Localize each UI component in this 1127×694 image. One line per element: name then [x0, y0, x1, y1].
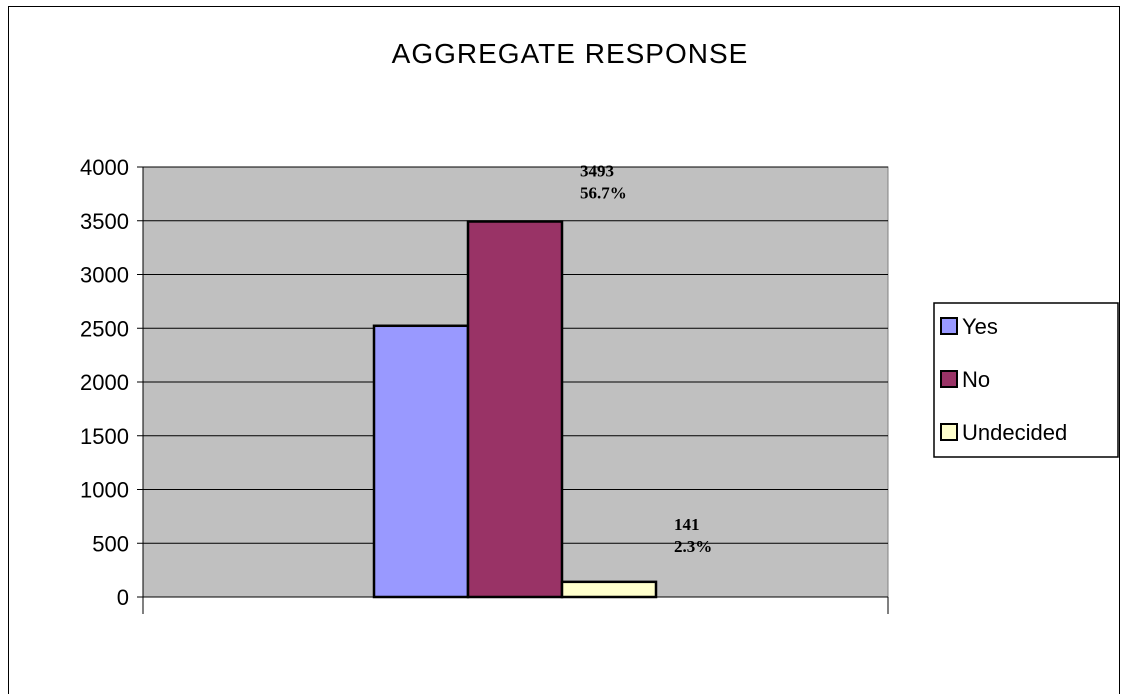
- data-label-percent: 56.7%: [580, 184, 627, 203]
- y-tick-label: 4000: [80, 155, 129, 180]
- plot-area: 05001000150020002500300035004000252341%3…: [80, 155, 889, 614]
- chart-title: AGGREGATE RESPONSE: [392, 38, 749, 69]
- legend: Yes No Undecided: [933, 302, 1119, 458]
- y-tick-label: 500: [92, 531, 129, 556]
- legend-swatch-yes: [940, 317, 958, 335]
- y-tick-label: 1000: [80, 478, 129, 503]
- legend-swatch-no: [940, 370, 958, 388]
- y-tick-label: 2500: [80, 316, 129, 341]
- bar-undecided: [560, 580, 658, 599]
- legend-swatch-undecided: [940, 423, 958, 441]
- legend-label-undecided: Undecided: [962, 420, 1067, 445]
- y-tick-label: 0: [117, 585, 129, 610]
- y-tick-label: 1500: [80, 424, 129, 449]
- y-tick-label: 3000: [80, 263, 129, 288]
- bar-yes: [372, 324, 470, 599]
- bar-no: [466, 220, 564, 599]
- legend-box: [933, 302, 1119, 458]
- data-label-count: 141: [674, 515, 700, 534]
- legend-label-yes: Yes: [962, 314, 998, 339]
- y-tick-label: 2000: [80, 370, 129, 395]
- legend-label-no: No: [962, 367, 990, 392]
- data-label-count: 3493: [580, 162, 614, 181]
- y-tick-label: 3500: [80, 209, 129, 234]
- data-label-percent: 2.3%: [674, 537, 712, 556]
